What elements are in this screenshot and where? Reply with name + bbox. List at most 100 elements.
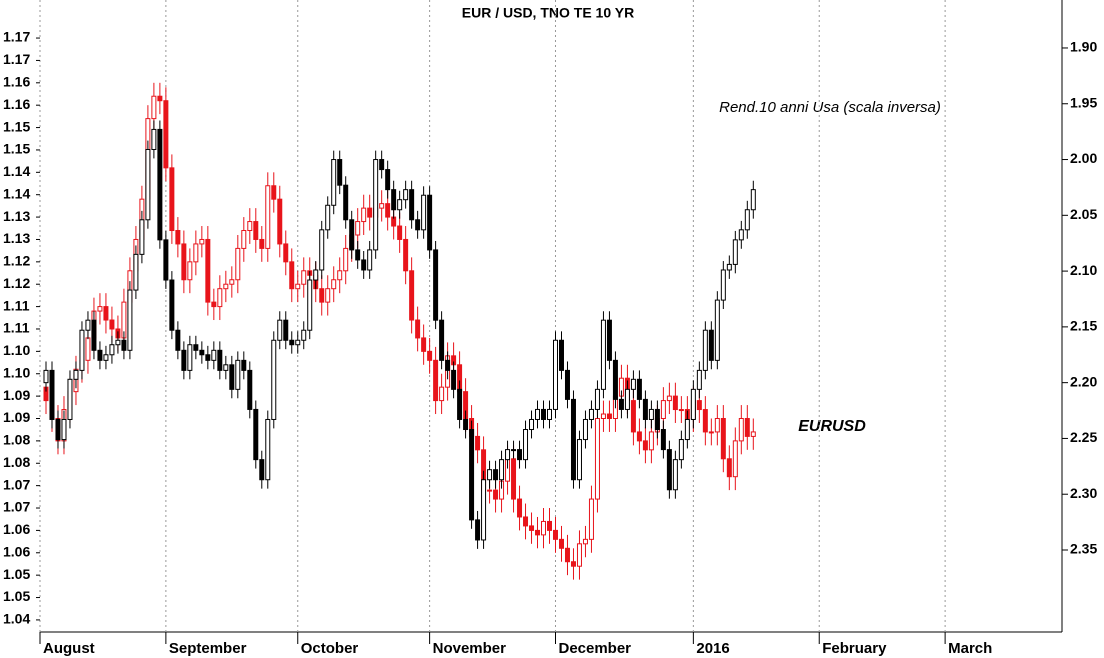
y-tick-label: 1.15: [3, 118, 30, 134]
candle-body: [385, 203, 391, 218]
candle-body: [91, 319, 97, 351]
candle-body: [241, 230, 247, 249]
candle-body: [349, 219, 355, 251]
y-tick-label: 1.13: [3, 208, 30, 224]
y-tick-label: 1.05: [3, 588, 30, 604]
candle-body: [511, 458, 517, 500]
candle-body: [523, 516, 529, 527]
candle-body: [181, 349, 187, 371]
y-tick-label: 1.08: [3, 432, 30, 448]
candle-body: [582, 418, 588, 441]
candle-body: [660, 400, 666, 419]
candle-body: [337, 270, 343, 281]
x-tick-label: March: [948, 640, 992, 657]
candle-body: [564, 369, 570, 400]
candle-body: [552, 529, 558, 540]
candle-body: [253, 221, 259, 240]
candle-body: [319, 229, 325, 271]
candle-body: [612, 359, 618, 400]
y2-tick-label: 1.95: [1070, 94, 1097, 110]
candle-body: [211, 349, 217, 361]
candle-body: [67, 378, 73, 420]
candle-body: [187, 261, 193, 281]
candle-body: [61, 418, 67, 441]
candle-body: [457, 388, 463, 420]
candle-body: [726, 263, 732, 271]
candle-body: [379, 203, 385, 209]
candle-body: [277, 198, 283, 245]
candle-body: [169, 279, 175, 331]
candle-body: [714, 417, 720, 433]
candle-body: [475, 519, 481, 541]
candle-body: [319, 288, 325, 303]
candle-body: [391, 189, 397, 211]
candle-body: [229, 279, 235, 285]
candle-body: [223, 364, 229, 371]
candle-body: [678, 439, 684, 461]
candle-body: [247, 221, 253, 232]
candle-body: [630, 378, 636, 390]
candle-body: [337, 159, 343, 186]
candle-body: [487, 489, 493, 492]
candle-body: [744, 417, 750, 437]
y2-tick-label: 2.00: [1070, 150, 1097, 166]
candle-body: [271, 185, 277, 200]
candle-body: [648, 431, 654, 451]
candle-body: [535, 408, 541, 420]
candle-body: [666, 449, 672, 491]
candle-body: [97, 306, 103, 312]
y-tick-label: 1.06: [3, 521, 30, 537]
candle-body: [169, 167, 175, 232]
candle-body: [541, 520, 547, 536]
y-tick-label: 1.05: [3, 566, 30, 582]
candle-body: [127, 289, 133, 351]
candle-body: [97, 349, 103, 361]
candle-body: [558, 339, 564, 371]
candle-body: [463, 418, 469, 431]
y-tick-label: 1.10: [3, 364, 30, 380]
x-tick-label: 2016: [696, 640, 729, 657]
candle-body: [415, 319, 421, 339]
candle-body: [541, 408, 547, 420]
x-tick-label: December: [558, 640, 631, 657]
candle-body: [355, 249, 361, 261]
candle-body: [738, 229, 744, 241]
y2-tick-label: 2.15: [1070, 318, 1097, 334]
candle-body: [588, 498, 594, 540]
candle-body: [157, 95, 163, 102]
y2-tick-label: 2.25: [1070, 429, 1097, 445]
y-tick-label: 1.09: [3, 409, 30, 425]
candle-body: [672, 395, 678, 411]
candle-body: [558, 538, 564, 549]
candle-body: [355, 221, 361, 236]
candle-body: [379, 159, 385, 171]
candle-body: [103, 354, 109, 361]
y-tick-label: 1.16: [3, 96, 30, 112]
x-tick-label: September: [169, 640, 247, 657]
candle-body: [714, 299, 720, 361]
candle-body: [157, 128, 163, 241]
candle-body: [133, 253, 139, 291]
candle-body: [618, 398, 624, 410]
candle-body: [301, 329, 307, 341]
candle-body: [193, 344, 199, 351]
candle-body: [660, 429, 666, 451]
candle-body: [720, 417, 726, 460]
candle-body: [145, 148, 151, 221]
y-tick-label: 1.12: [3, 275, 30, 291]
y2-tick-label: 1.90: [1070, 39, 1097, 55]
candle-body: [85, 337, 91, 361]
candle-body: [259, 459, 265, 481]
y-tick-label: 1.10: [3, 342, 30, 358]
y-tick-label: 1.14: [3, 185, 30, 201]
x-tick-label: August: [43, 640, 95, 657]
y-tick-label: 1.12: [3, 253, 30, 269]
candle-body: [193, 243, 199, 263]
candle-body: [361, 207, 367, 223]
candle-body: [702, 409, 708, 433]
y-tick-label: 1.14: [3, 163, 30, 179]
candle-body: [151, 95, 157, 120]
y-tick-label: 1.08: [3, 454, 30, 470]
candle-body: [708, 329, 714, 361]
